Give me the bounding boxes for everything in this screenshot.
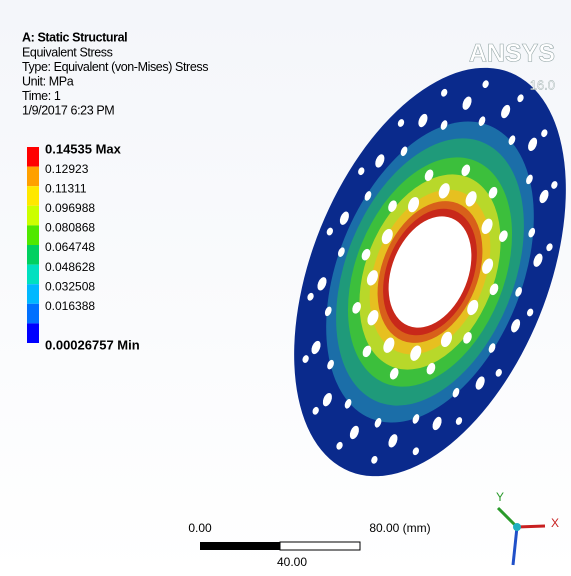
scale-end: 80.00 (mm) [369,521,430,535]
triad-y-label: Y [496,490,504,504]
legend-swatch [27,245,39,265]
scale-bar-white [280,542,360,550]
legend-label: 0.00026757 Min [45,337,140,352]
triad-origin [513,523,521,531]
legend-label: 0.048628 [45,260,95,274]
legend-label: 0.016388 [45,299,95,313]
legend-swatch [27,147,39,167]
legend-label: 0.080868 [45,221,95,235]
scale-start: 0.00 [188,521,212,535]
legend-swatch [27,284,39,304]
header-line: Type: Equivalent (von-Mises) Stress [22,60,208,74]
scale-middle: 40.00 [277,555,307,569]
legend-label: 0.11311 [45,181,87,195]
legend-swatch [27,265,39,285]
header-line: 1/9/2017 6:23 PM [22,103,114,117]
header-line: Unit: MPa [22,74,74,88]
legend-label: 0.096988 [45,201,95,215]
header-line: Time: 1 [22,89,61,103]
page: {"header": {"title": "A: Static Structur… [0,0,571,576]
legend-label: 0.064748 [45,240,95,254]
legend-swatch [27,167,39,187]
triad-x-label: X [551,516,559,530]
legend-swatch [27,186,39,206]
legend-swatch [27,323,39,343]
triad-x-axis [517,526,545,527]
legend-swatch [27,206,39,226]
legend-swatch [27,225,39,245]
legend-label: 0.12923 [45,162,89,176]
header-title: A: Static Structural [22,30,127,44]
logo-version: 16.0 [530,77,555,92]
header-line: Equivalent Stress [22,45,113,59]
logo-name: ANSYS [469,40,555,68]
scale-bar-black [200,542,280,550]
legend-swatch [27,304,39,324]
legend-label: 0.14535 Max [45,141,122,156]
legend-label: 0.032508 [45,279,95,293]
viewport: 0.14535 Max 0.12923 0.11311 0.096988 0.08086… [0,0,571,576]
